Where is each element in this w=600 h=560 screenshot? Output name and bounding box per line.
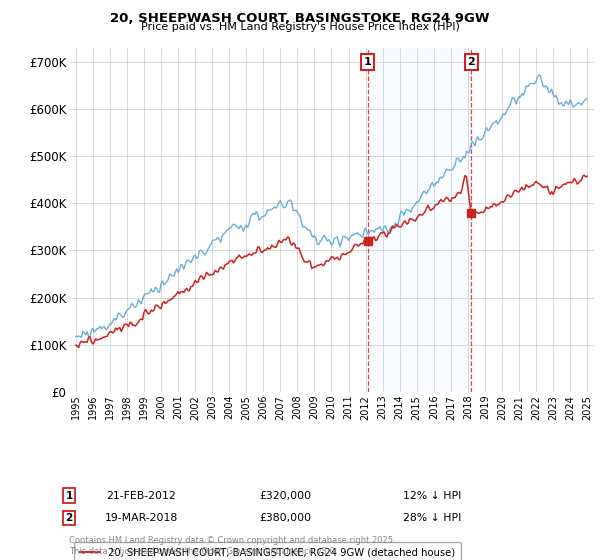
Text: 2: 2 bbox=[65, 513, 73, 523]
Text: 21-FEB-2012: 21-FEB-2012 bbox=[106, 491, 176, 501]
Text: £380,000: £380,000 bbox=[259, 513, 311, 523]
Bar bbox=[368, 48, 472, 392]
Text: 1: 1 bbox=[364, 57, 371, 67]
Text: 19-MAR-2018: 19-MAR-2018 bbox=[104, 513, 178, 523]
Text: Price paid vs. HM Land Registry's House Price Index (HPI): Price paid vs. HM Land Registry's House … bbox=[140, 22, 460, 32]
Text: Contains HM Land Registry data © Crown copyright and database right 2025.
This d: Contains HM Land Registry data © Crown c… bbox=[69, 536, 395, 556]
Text: 20, SHEEPWASH COURT, BASINGSTOKE, RG24 9GW: 20, SHEEPWASH COURT, BASINGSTOKE, RG24 9… bbox=[110, 12, 490, 25]
Text: 1: 1 bbox=[65, 491, 73, 501]
Legend: 20, SHEEPWASH COURT, BASINGSTOKE, RG24 9GW (detached house), HPI: Average price,: 20, SHEEPWASH COURT, BASINGSTOKE, RG24 9… bbox=[74, 542, 461, 560]
Text: 12% ↓ HPI: 12% ↓ HPI bbox=[403, 491, 461, 501]
Text: 28% ↓ HPI: 28% ↓ HPI bbox=[403, 513, 461, 523]
Text: £320,000: £320,000 bbox=[259, 491, 311, 501]
Text: 2: 2 bbox=[467, 57, 475, 67]
